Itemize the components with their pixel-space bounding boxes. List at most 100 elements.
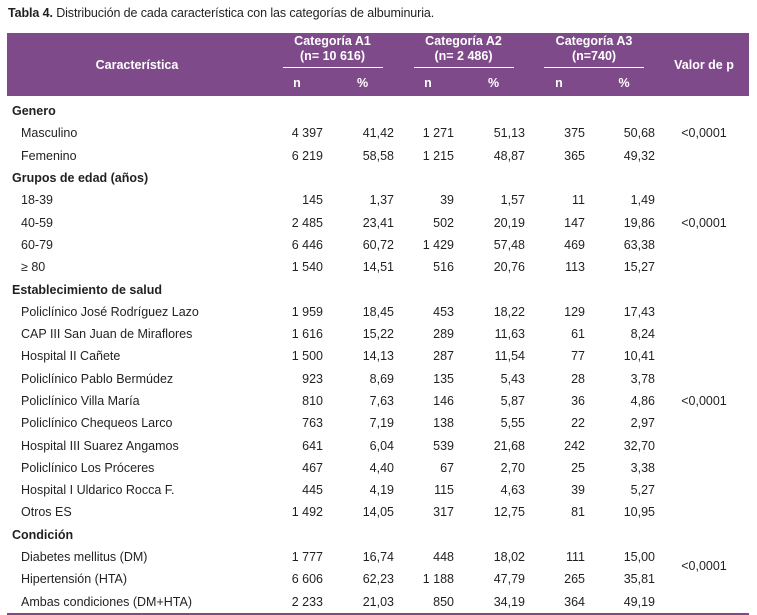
cell-n-a3: 147: [564, 215, 585, 230]
cell-n-a1: 1 616: [291, 327, 323, 342]
table-row: Hospital III Suarez Angamos 641 6,04 539…: [7, 434, 749, 456]
section-row: Condición: [7, 524, 749, 546]
cell-n-a2: 289: [433, 327, 454, 342]
row-label: Policlínico Los Próceres: [21, 460, 155, 475]
cell-pct-a2: 5,43: [500, 371, 525, 386]
row-label: Hospital I Uldarico Rocca F.: [21, 483, 175, 498]
cell-pct-a1: 6,04: [369, 438, 394, 453]
cell-pct-a2: 20,19: [493, 215, 525, 230]
cell-pct-a1: 41,42: [362, 126, 394, 141]
cell-pct-a3: 5,27: [630, 483, 655, 498]
cell-n-a3: 242: [564, 438, 585, 453]
cell-n-a3: 77: [571, 349, 585, 364]
pvalue-estab: <0,0001: [681, 394, 727, 408]
cell-pct-a1: 14,13: [362, 349, 394, 364]
section-row: Grupos de edad (años): [7, 167, 749, 189]
cell-pct-a2: 20,76: [493, 260, 525, 275]
cell-n-a1: 1 777: [291, 550, 323, 565]
cell-pct-a2: 47,79: [493, 572, 525, 587]
cell-n-a1: 641: [302, 438, 323, 453]
cell-n-a1: 1 492: [291, 505, 323, 520]
cell-n-a3: 375: [564, 126, 585, 141]
cell-n-a1: 2 485: [291, 215, 323, 230]
table-row: Policlínico Los Próceres 467 4,40 67 2,7…: [7, 457, 749, 479]
cell-pct-a1: 1,37: [369, 193, 394, 208]
cell-n-a2: 146: [433, 394, 454, 408]
row-label: Ambas condiciones (DM+HTA): [7, 590, 267, 615]
cell-n-a1: 445: [302, 483, 323, 498]
cell-pct-a2: 18,02: [493, 550, 525, 565]
cell-n-a2: 115: [434, 483, 454, 498]
cell-n-a2: 287: [433, 349, 454, 364]
table-row: 18-39 145 1,37 39 1,57 11 1,49: [7, 189, 749, 211]
row-label: Otros ES: [21, 505, 72, 520]
cell-n-a1: 145: [302, 193, 323, 208]
cell-pct-a1: 21,03: [327, 590, 398, 615]
cell-n-a1: 1 500: [291, 349, 323, 364]
row-label: Policlínico Chequeos Larco: [21, 416, 173, 431]
albuminuria-table: Característica Categoría A1 (n= 10 616) C…: [7, 33, 749, 615]
cell-pct-a1: 14,05: [362, 505, 394, 520]
header-pct-a3: %: [589, 69, 659, 96]
cell-n-a3: 28: [571, 371, 585, 386]
table-row: Policlínico Villa María 810 7,63 146 5,8…: [7, 390, 749, 412]
cell-n-a3: 36: [571, 394, 585, 408]
row-label: 40-59: [21, 215, 53, 230]
header-cat-a3: Categoría A3 (n=740): [529, 33, 659, 69]
cell-pct-a2: 4,63: [500, 483, 525, 498]
row-label: Hospital II Cañete: [21, 349, 121, 364]
table-row: ≥ 80 1 540 14,51 516 20,76 113 15,27: [7, 256, 749, 278]
table-row: Policlínico Chequeos Larco 763 7,19 138 …: [7, 412, 749, 434]
cell-pct-a2: 11,54: [494, 349, 525, 364]
cell-n-a3: 22: [571, 416, 585, 431]
cell-n-a1: 923: [302, 371, 323, 386]
cell-n-a2: 1 429: [422, 237, 454, 252]
cell-pct-a2: 34,19: [458, 590, 529, 615]
cell-pct-a2: 11,63: [494, 327, 525, 342]
header-cat-a1: Categoría A1 (n= 10 616): [267, 33, 398, 69]
table-row: Diabetes mellitus (DM) 1 777 16,74 448 1…: [7, 546, 749, 568]
section-title: Condición: [12, 527, 74, 542]
cell-pct-a1: 7,63: [369, 394, 394, 408]
table-row: Hospital I Uldarico Rocca F. 445 4,19 11…: [7, 479, 749, 501]
section-title: Establecimiento de salud: [12, 282, 163, 297]
table-row: Policlínico José Rodríguez Lazo 1 959 18…: [7, 301, 749, 323]
table-title: Distribución de cada característica con …: [52, 6, 435, 20]
cell-pct-a1: 14,51: [362, 260, 394, 275]
cell-n-a3: 113: [565, 260, 585, 275]
cell-n-a3: 81: [571, 505, 585, 520]
cell-pct-a3: 49,32: [623, 148, 655, 163]
table-row: 40-59 2 485 23,41 502 20,19 147 19,86 <0…: [7, 211, 749, 233]
cell-n-a3: 365: [564, 148, 585, 163]
row-label: Policlínico Villa María: [21, 394, 140, 408]
cell-n-a3: 39: [571, 483, 585, 498]
cell-pct-a3: 8,24: [630, 327, 655, 342]
header-pct-a1: %: [327, 69, 398, 96]
cell-n-a2: 138: [433, 416, 454, 431]
row-label: 60-79: [21, 237, 53, 252]
cell-n-a2: 1 215: [422, 148, 454, 163]
row-label: Policlínico José Rodríguez Lazo: [21, 304, 199, 319]
table-row: Hospital II Cañete 1 500 14,13 287 11,54…: [7, 345, 749, 367]
cell-n-a3: 11: [572, 193, 585, 208]
cell-pct-a2: 1,57: [500, 193, 525, 208]
table-row: 60-79 6 446 60,72 1 429 57,48 469 63,38: [7, 234, 749, 256]
pvalue-cond-cell: <0,0001: [659, 559, 749, 590]
row-label: Hipertensión (HTA): [21, 572, 128, 587]
cell-n-a1: 6 446: [291, 237, 323, 252]
cell-n-a1: 6 606: [291, 572, 323, 587]
cell-n-a2: 448: [433, 550, 454, 565]
table-row: Policlínico Pablo Bermúdez 923 8,69 135 …: [7, 368, 749, 390]
cell-n-a3: 469: [564, 237, 585, 252]
row-label: 18-39: [21, 193, 53, 208]
row-label: Femenino: [21, 148, 77, 163]
cell-n-a2: 67: [440, 460, 454, 475]
cell-n-a3: 265: [564, 572, 585, 587]
cell-n-a1: 4 397: [291, 126, 323, 141]
cell-pct-a3: 17,43: [623, 304, 655, 319]
cell-n-a1: 2 233: [267, 590, 327, 615]
cell-n-a1: 1 540: [291, 260, 323, 275]
cell-pct-a1: 58,58: [362, 148, 394, 163]
cell-pct-a3: 63,38: [623, 237, 655, 252]
cell-n-a3: 111: [565, 550, 585, 565]
